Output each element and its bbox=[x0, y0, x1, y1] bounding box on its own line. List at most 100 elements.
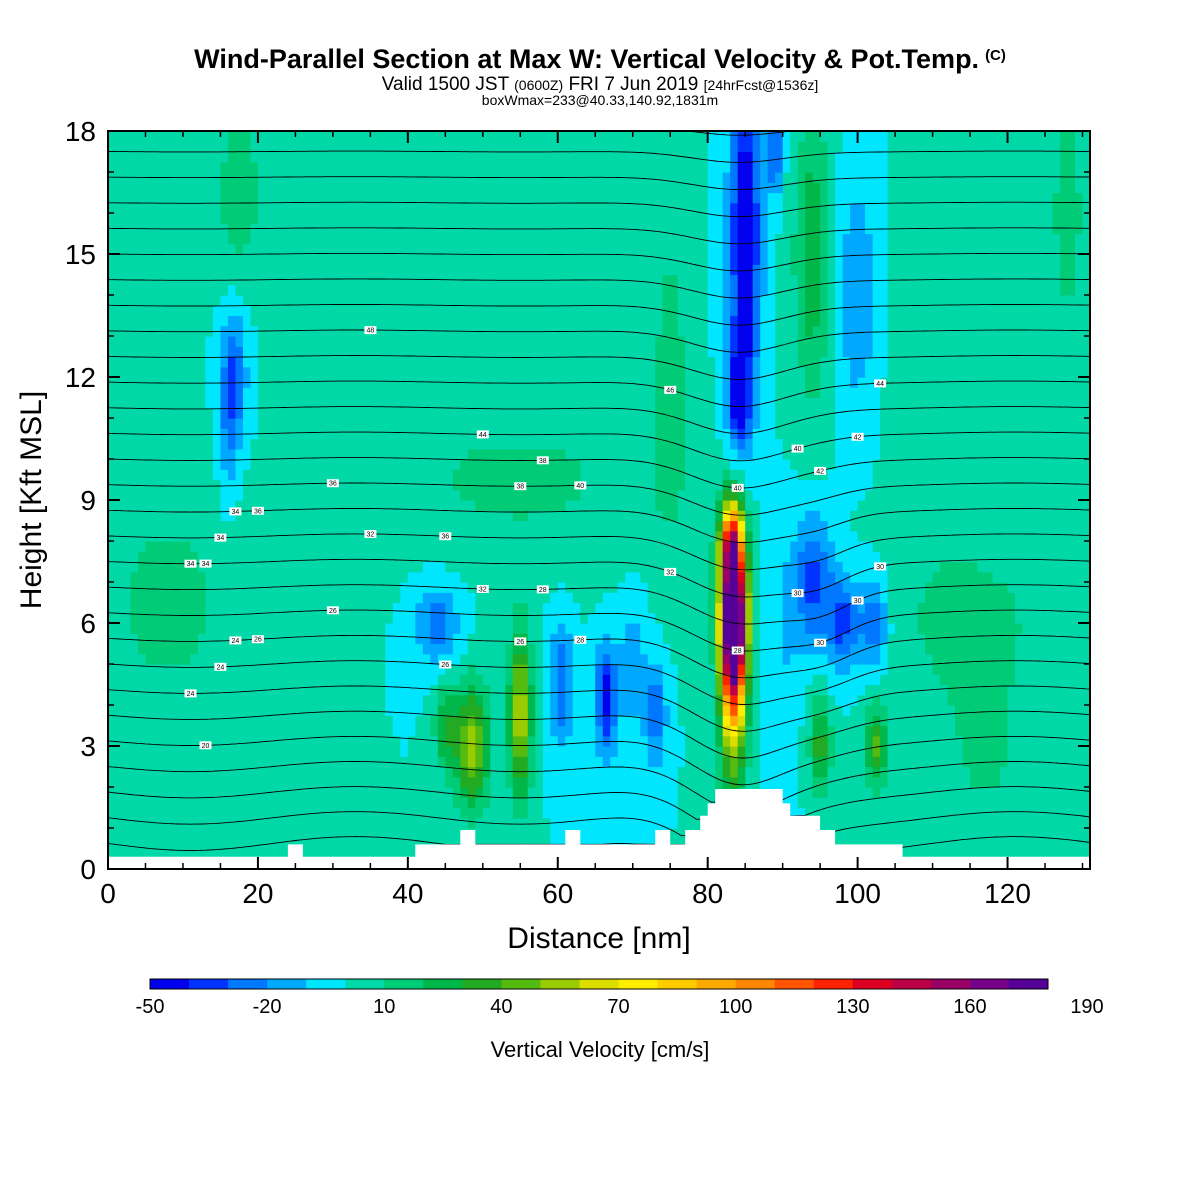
field-cell bbox=[947, 694, 956, 706]
field-cell bbox=[572, 530, 581, 542]
field-cell bbox=[272, 500, 282, 511]
field-cell bbox=[880, 602, 889, 614]
field-cell bbox=[422, 571, 431, 583]
field-cell bbox=[715, 582, 724, 593]
field-cell bbox=[827, 725, 836, 737]
field-cell bbox=[205, 653, 214, 665]
field-cell bbox=[835, 510, 844, 522]
field-cell bbox=[340, 623, 349, 634]
field-cell bbox=[490, 838, 499, 850]
field-cell bbox=[767, 674, 776, 686]
field-cell bbox=[767, 541, 776, 552]
field-cell bbox=[482, 479, 491, 491]
field-cell bbox=[715, 551, 724, 563]
field-cell bbox=[557, 746, 566, 757]
field-cell bbox=[685, 479, 694, 491]
field-cell bbox=[805, 787, 814, 798]
field-cell bbox=[610, 664, 619, 675]
field-cell bbox=[445, 807, 454, 819]
field-cell bbox=[655, 705, 664, 716]
field-cell bbox=[325, 561, 334, 573]
field-cell bbox=[977, 756, 986, 768]
field-cell bbox=[895, 479, 904, 491]
field-cell bbox=[962, 623, 971, 634]
field-cell bbox=[280, 551, 289, 563]
field-cell bbox=[1067, 684, 1076, 696]
field-cell bbox=[310, 582, 319, 593]
field-cell bbox=[812, 735, 821, 747]
field-cell bbox=[835, 520, 844, 532]
field-cell bbox=[317, 838, 326, 850]
field-cell bbox=[880, 746, 889, 757]
field-cell bbox=[325, 848, 334, 860]
field-cell bbox=[152, 500, 162, 511]
field-cell bbox=[857, 756, 866, 768]
field-cell bbox=[1037, 787, 1046, 798]
field-cell bbox=[242, 612, 252, 624]
field-cell bbox=[745, 510, 754, 522]
field-cell bbox=[977, 715, 986, 727]
field-cell bbox=[700, 561, 709, 573]
field-cell bbox=[1052, 725, 1061, 737]
field-cell bbox=[1067, 551, 1076, 563]
field-cell bbox=[108, 766, 117, 778]
field-cell bbox=[835, 592, 844, 604]
field-cell bbox=[108, 602, 117, 614]
field-cell bbox=[1045, 664, 1054, 675]
field-cell bbox=[805, 807, 814, 819]
field-cell bbox=[955, 500, 964, 511]
field-cell bbox=[730, 623, 739, 634]
field-cell bbox=[632, 633, 641, 645]
field-cell bbox=[790, 551, 799, 563]
field-cell bbox=[640, 828, 649, 839]
field-cell bbox=[235, 756, 244, 768]
field-cell bbox=[737, 776, 746, 788]
field-cell bbox=[415, 623, 424, 634]
field-cell bbox=[362, 592, 371, 604]
field-cell bbox=[1082, 766, 1090, 778]
field-cell bbox=[685, 592, 694, 604]
field-cell bbox=[1022, 684, 1031, 696]
field-cell bbox=[340, 776, 349, 788]
field-cell bbox=[287, 520, 297, 532]
field-cell bbox=[677, 725, 686, 737]
field-cell bbox=[250, 848, 259, 860]
field-cell bbox=[857, 766, 866, 778]
field-cell bbox=[415, 776, 424, 788]
field-cell bbox=[520, 623, 529, 634]
field-cell bbox=[287, 530, 297, 542]
field-cell bbox=[602, 694, 611, 706]
field-cell bbox=[790, 530, 799, 542]
field-cell bbox=[280, 653, 289, 665]
field-cell bbox=[895, 746, 904, 757]
field-cell bbox=[572, 664, 581, 675]
field-cell bbox=[677, 551, 686, 563]
field-cell bbox=[527, 653, 536, 665]
field-cell bbox=[1075, 787, 1084, 798]
field-cell bbox=[640, 489, 649, 501]
field-cell bbox=[842, 592, 851, 604]
field-cell bbox=[895, 787, 904, 798]
field-cell bbox=[910, 592, 919, 604]
field-cell bbox=[760, 643, 769, 655]
field-cell bbox=[137, 541, 147, 552]
field-cell bbox=[700, 479, 709, 491]
field-cell bbox=[767, 725, 776, 737]
field-cell bbox=[392, 551, 401, 563]
field-cell bbox=[662, 520, 671, 532]
field-cell bbox=[910, 787, 919, 798]
field-cell bbox=[235, 797, 244, 809]
field-cell bbox=[452, 797, 461, 809]
field-cell bbox=[1015, 633, 1024, 645]
field-cell bbox=[122, 510, 132, 522]
field-cell bbox=[632, 787, 641, 798]
field-cell bbox=[302, 715, 311, 727]
field-cell bbox=[310, 694, 319, 706]
field-cell bbox=[790, 787, 799, 798]
field-cell bbox=[1015, 612, 1024, 624]
field-cell bbox=[1052, 500, 1061, 511]
field-cell bbox=[130, 653, 139, 665]
field-cell bbox=[527, 797, 536, 809]
field-cell bbox=[265, 664, 274, 675]
field-cell bbox=[1075, 694, 1084, 706]
